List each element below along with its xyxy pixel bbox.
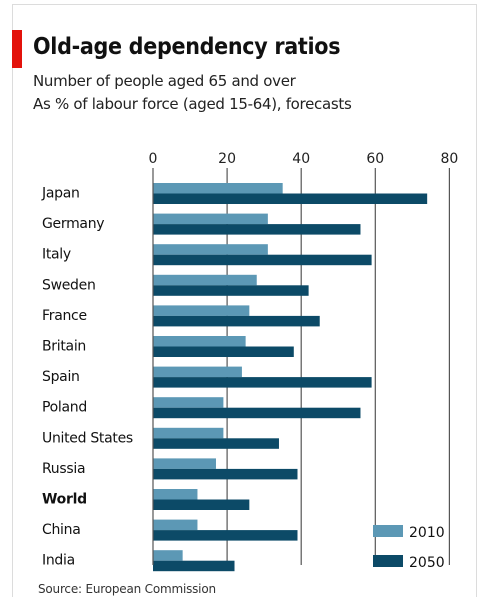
bar-2050: [153, 377, 372, 388]
bar-2010: [153, 550, 183, 561]
category-label: Germany: [42, 216, 104, 232]
category-label: Spain: [42, 369, 80, 385]
bar-2050: [153, 499, 250, 510]
bar-2050: [153, 224, 361, 235]
legend-swatch-2010: [373, 525, 403, 537]
bar-2010: [153, 397, 224, 408]
chart-subtitle-line-1: Number of people aged 65 and over: [33, 72, 296, 90]
bar-2010: [153, 274, 257, 286]
bar-2050: [153, 530, 298, 541]
x-tick-label: 0: [149, 151, 158, 167]
category-label: United States: [42, 430, 133, 446]
bar-2050: [153, 285, 309, 296]
legend-label: 2010: [409, 525, 445, 541]
legend-label: 2050: [409, 555, 445, 571]
category-label: France: [42, 308, 87, 324]
x-tick-label: 40: [292, 151, 310, 167]
bar-2050: [153, 254, 372, 266]
category-label: Japan: [41, 186, 80, 202]
bar-2010: [153, 427, 224, 439]
bar-2050: [153, 407, 361, 419]
source-note: Source: European Commission: [38, 582, 216, 596]
bar-2010: [153, 336, 246, 347]
bar-2010: [153, 366, 242, 378]
legend-swatch-2050: [373, 555, 403, 567]
bar-2050: [153, 193, 428, 204]
chart-frame: [12, 4, 477, 597]
bar-2010: [153, 458, 216, 469]
x-tick-label: 20: [218, 151, 236, 167]
x-tick-label: 80: [440, 151, 458, 167]
category-label: Britain: [42, 339, 86, 355]
category-label: India: [42, 553, 75, 569]
x-tick-label: 60: [366, 151, 384, 167]
category-label: China: [42, 522, 81, 538]
bar-2010: [153, 489, 198, 500]
bar-2010: [153, 183, 283, 194]
bar-2050: [153, 560, 235, 572]
bar-2050: [153, 438, 279, 449]
bar-2010: [153, 244, 268, 255]
bar-2050: [153, 315, 320, 327]
bar-2050: [153, 346, 294, 357]
bar-2010: [153, 305, 250, 316]
bar-2050: [153, 468, 298, 480]
category-label: Poland: [42, 400, 87, 416]
category-label: Sweden: [42, 277, 96, 293]
chart-subtitle-line-2: As % of labour force (aged 15-64), forec…: [33, 95, 352, 113]
category-label: World: [42, 492, 87, 508]
bar-2010: [153, 519, 198, 531]
category-label: Italy: [42, 247, 71, 263]
bar-2010: [153, 213, 268, 225]
chart-title: Old-age dependency ratios: [33, 34, 341, 60]
category-label: Russia: [42, 461, 85, 477]
accent-bar: [12, 30, 22, 68]
